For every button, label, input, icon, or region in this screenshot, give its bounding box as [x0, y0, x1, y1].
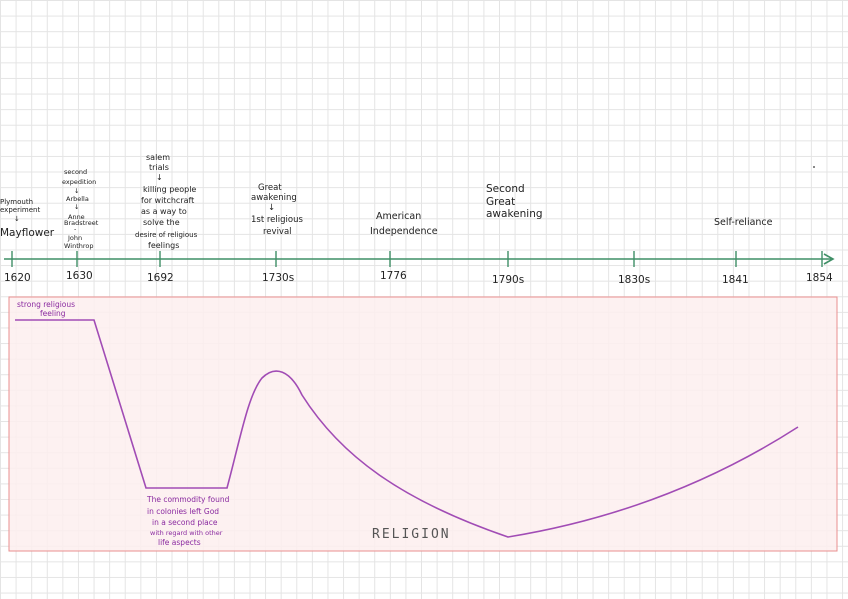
event-line: Great — [486, 196, 515, 208]
event-line: expedition — [62, 178, 96, 186]
religion-panel — [8, 296, 838, 552]
event-1630: second expedition ↓ Arbella ↓ Anne Brads… — [62, 168, 99, 250]
event-line: desire of religious — [135, 231, 198, 239]
event-1841: Self-reliance — [714, 217, 773, 228]
event-line: - — [74, 225, 77, 233]
event-line: Winthrop — [64, 242, 94, 250]
annotation-line: in colonies left God — [147, 507, 219, 516]
event-line: Self-reliance — [714, 217, 773, 228]
event-line: killing people — [143, 185, 196, 194]
annotation-low-point: The commodity found in colonies left God… — [146, 495, 230, 547]
annotation-line: strong religious — [17, 300, 75, 309]
event-line: Bradstreet — [64, 219, 99, 227]
annotation-line: in a second place — [152, 518, 218, 527]
event-line: John — [67, 234, 82, 242]
tick-label-1776: 1776 — [380, 270, 407, 282]
annotation-strong-feeling: strong religious feeling — [17, 300, 75, 318]
event-1776: American Independence — [370, 211, 438, 237]
tick-label-1854: 1854 — [806, 272, 833, 284]
annotation-line: life aspects — [158, 538, 201, 547]
event-1620: Plymouth experiment ↓ Mayflower — [0, 198, 55, 239]
event-line: Second — [486, 183, 525, 195]
event-line: ↓ — [74, 203, 79, 211]
timeline-arrowhead — [823, 253, 835, 265]
event-line: solve the — [143, 218, 180, 227]
event-line: Great — [258, 183, 282, 193]
event-line: Independence — [370, 226, 438, 237]
event-line: for witchcraft — [141, 196, 194, 205]
tick-label-1730s: 1730s — [262, 272, 294, 284]
event-line: awakening — [251, 193, 297, 203]
event-line: awakening — [486, 208, 543, 220]
annotation-line: feeling — [40, 309, 66, 318]
event-line: salem — [146, 153, 170, 162]
religion-curve — [15, 319, 799, 538]
event-line: second — [64, 168, 87, 176]
tick-label-1630: 1630 — [66, 270, 93, 282]
event-line: ↓ — [74, 187, 79, 195]
event-line: American — [376, 211, 421, 222]
tick-label-1830s: 1830s — [618, 274, 650, 286]
annotation-line: with regard with other — [150, 529, 223, 537]
timeline-ticks — [11, 251, 823, 267]
event-line: revival — [263, 227, 292, 237]
tick-label-1692: 1692 — [147, 272, 174, 284]
event-line: trials — [149, 163, 169, 172]
stray-dot — [813, 166, 815, 168]
annotation-line: The commodity found — [146, 495, 230, 504]
event-line: feelings — [148, 241, 179, 250]
event-line: Plymouth — [0, 198, 33, 206]
event-line: ↓ — [156, 173, 163, 182]
event-line: experiment — [0, 206, 40, 214]
tick-label-1841: 1841 — [722, 274, 749, 286]
tick-label-1620: 1620 — [4, 272, 31, 284]
event-line: ↓ — [268, 203, 275, 213]
tick-label-1790s: 1790s — [492, 274, 524, 286]
event-line: 1st religious — [251, 215, 303, 225]
event-line: Anne — [68, 213, 85, 221]
event-line: Mayflower — [0, 227, 55, 239]
event-line: ↓ — [14, 215, 20, 223]
event-line: as a way to — [141, 207, 187, 216]
event-1692: salem trials ↓ killing people for witchc… — [135, 153, 198, 250]
graph-title: RELIGION — [372, 527, 451, 542]
event-1790s: Second Great awakening — [486, 183, 543, 220]
timeline-tick-labels: 1620 1630 1692 1730s 1776 1790s 1830s 18… — [4, 270, 833, 286]
event-line: Arbella — [66, 195, 89, 203]
event-1730s: Great awakening ↓ 1st religious revival — [251, 183, 303, 237]
